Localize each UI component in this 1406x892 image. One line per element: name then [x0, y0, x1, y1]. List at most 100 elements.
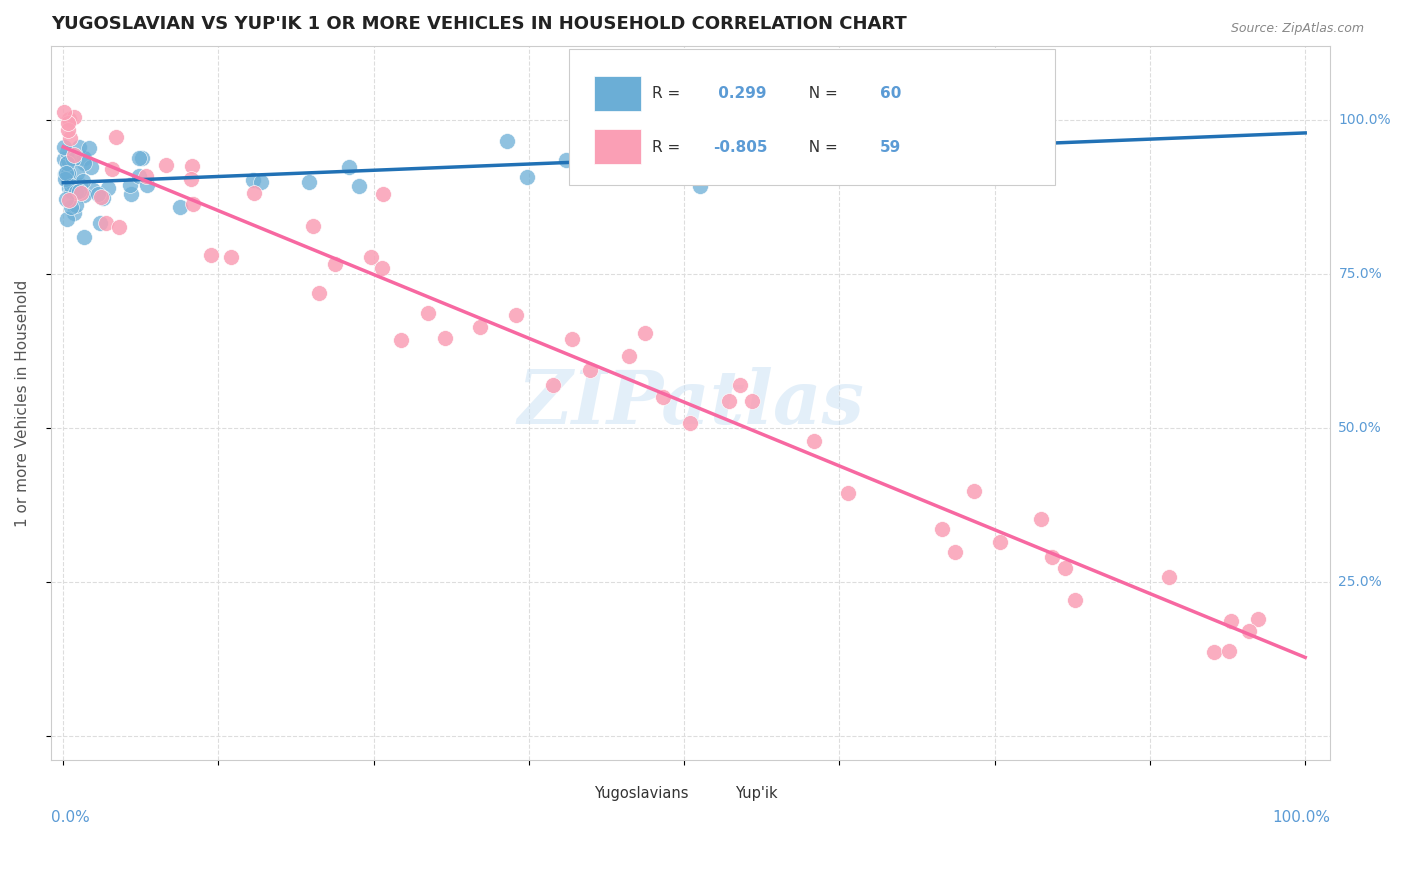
- Point: [73, 151, 96, 165]
- Point: [128, 169, 150, 183]
- Point: [728, 378, 751, 392]
- Point: [91, 191, 114, 205]
- Point: [1040, 549, 1063, 564]
- Point: [86, 186, 108, 201]
- Point: [200, 248, 222, 262]
- Point: [66, 166, 89, 180]
- Point: [1247, 611, 1270, 625]
- Point: [371, 260, 394, 275]
- Point: [1218, 644, 1240, 658]
- Point: [1157, 570, 1180, 584]
- Point: [89, 215, 111, 229]
- Text: 75.0%: 75.0%: [1339, 267, 1382, 281]
- Point: [56, 167, 79, 181]
- Point: [59, 200, 82, 214]
- Point: [790, 136, 813, 150]
- Point: [963, 483, 986, 498]
- Point: [58, 180, 80, 194]
- Point: [56, 167, 79, 181]
- Point: [58, 116, 80, 130]
- Text: Source: ZipAtlas.com: Source: ZipAtlas.com: [1230, 22, 1364, 36]
- Point: [55, 192, 77, 206]
- Point: [360, 250, 382, 264]
- Point: [67, 140, 90, 154]
- Point: [250, 175, 273, 189]
- FancyBboxPatch shape: [554, 777, 598, 808]
- Point: [242, 173, 264, 187]
- Point: [56, 153, 79, 167]
- Point: [180, 171, 202, 186]
- Point: [298, 175, 321, 189]
- Point: [73, 230, 96, 244]
- Text: N =: N =: [799, 86, 842, 101]
- Text: Yup'ik: Yup'ik: [735, 787, 778, 802]
- FancyBboxPatch shape: [569, 49, 1054, 185]
- Text: 100.0%: 100.0%: [1339, 112, 1391, 127]
- Point: [62, 148, 84, 162]
- Point: [243, 186, 266, 200]
- Point: [101, 161, 124, 176]
- Text: 59: 59: [880, 140, 901, 154]
- Point: [63, 110, 86, 124]
- Point: [82, 183, 104, 197]
- Point: [337, 160, 360, 174]
- Point: [814, 136, 837, 150]
- Text: N =: N =: [799, 140, 842, 154]
- Point: [70, 186, 93, 201]
- Point: [988, 535, 1011, 549]
- FancyBboxPatch shape: [595, 129, 641, 164]
- Point: [418, 306, 440, 320]
- Point: [135, 169, 157, 183]
- Point: [800, 147, 823, 161]
- Point: [55, 166, 77, 180]
- Point: [554, 153, 576, 167]
- Text: YUGOSLAVIAN VS YUP'IK 1 OR MORE VEHICLES IN HOUSEHOLD CORRELATION CHART: YUGOSLAVIAN VS YUP'IK 1 OR MORE VEHICLES…: [51, 15, 907, 33]
- Point: [53, 167, 76, 181]
- Point: [931, 522, 953, 536]
- Point: [136, 178, 159, 192]
- Text: 25.0%: 25.0%: [1339, 574, 1382, 589]
- Point: [371, 186, 394, 201]
- Point: [689, 178, 711, 193]
- Point: [90, 190, 112, 204]
- Point: [67, 185, 90, 199]
- FancyBboxPatch shape: [595, 76, 641, 111]
- Text: R =: R =: [652, 140, 685, 154]
- Point: [59, 176, 82, 190]
- Point: [717, 394, 740, 409]
- Point: [62, 205, 84, 219]
- Point: [97, 180, 120, 194]
- Point: [496, 135, 519, 149]
- Text: Yugoslavians: Yugoslavians: [595, 787, 689, 802]
- Point: [433, 331, 456, 345]
- Point: [323, 257, 346, 271]
- Point: [679, 416, 702, 430]
- Point: [1237, 624, 1260, 639]
- Point: [56, 122, 79, 136]
- Point: [73, 188, 96, 202]
- Point: [181, 197, 204, 211]
- Point: [73, 156, 96, 170]
- Point: [69, 178, 91, 192]
- Point: [56, 212, 79, 227]
- Point: [516, 169, 538, 184]
- Point: [561, 332, 583, 346]
- Point: [77, 141, 100, 155]
- Point: [108, 220, 131, 235]
- Point: [619, 349, 641, 363]
- Text: R =: R =: [652, 86, 685, 101]
- Point: [349, 178, 371, 193]
- Point: [62, 152, 84, 166]
- Point: [1202, 645, 1225, 659]
- Point: [541, 378, 564, 392]
- Point: [837, 486, 859, 500]
- Point: [58, 112, 80, 126]
- Text: ZIPatlas: ZIPatlas: [517, 367, 863, 439]
- Point: [1053, 561, 1076, 575]
- Text: 60: 60: [880, 86, 901, 101]
- Point: [470, 320, 492, 334]
- Point: [633, 326, 655, 341]
- Y-axis label: 1 or more Vehicles in Household: 1 or more Vehicles in Household: [15, 279, 30, 526]
- Point: [1029, 512, 1052, 526]
- Point: [60, 178, 83, 193]
